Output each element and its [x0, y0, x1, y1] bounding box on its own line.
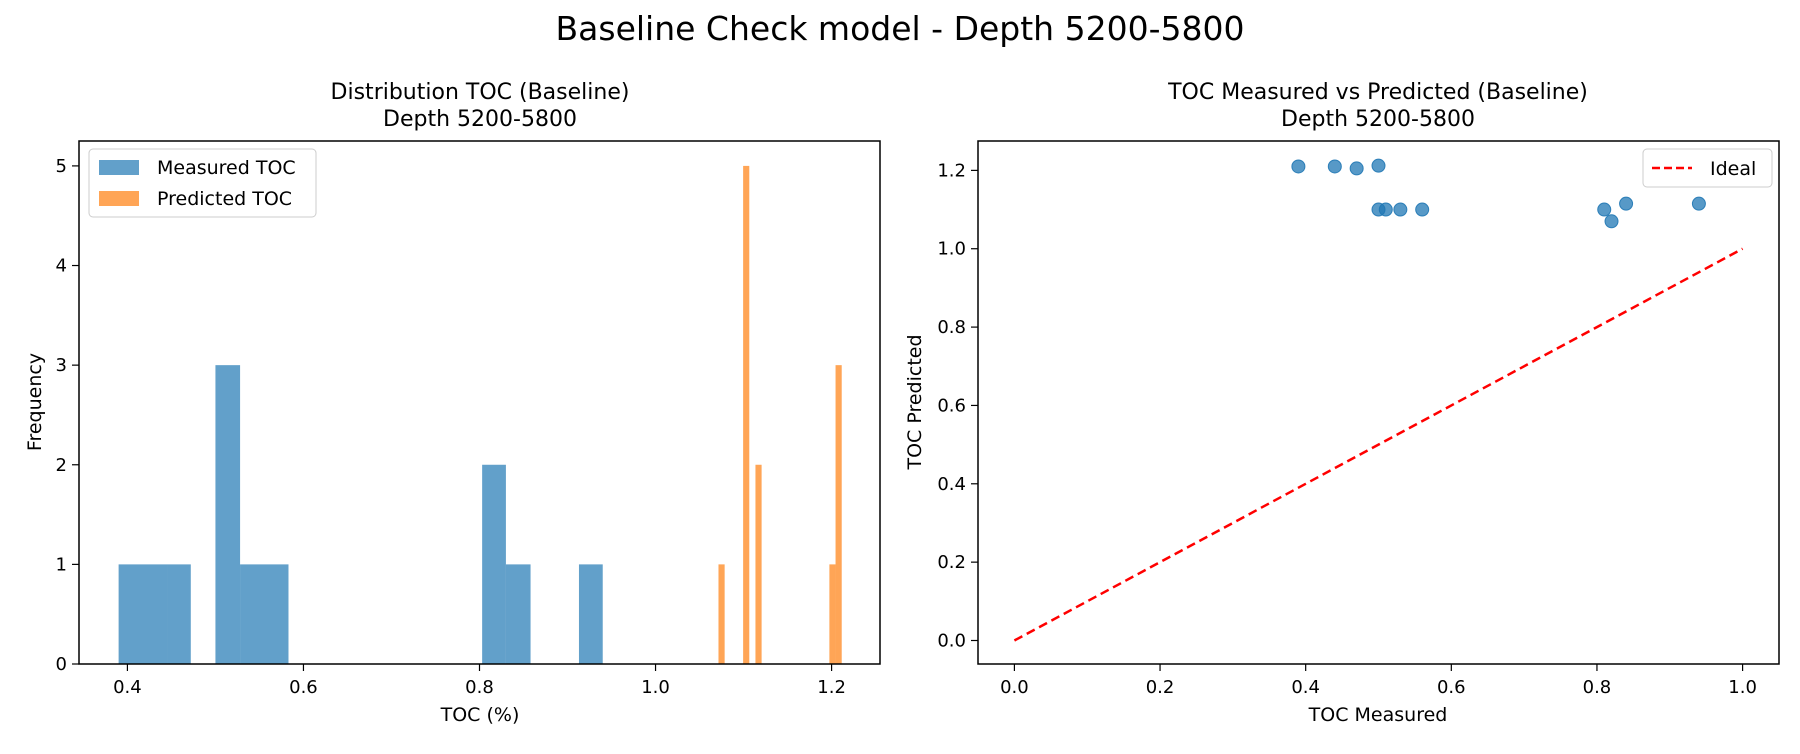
legend-label-ideal: Ideal: [1710, 158, 1756, 180]
histogram-y-tick-label: 5: [56, 156, 67, 177]
scatter-point: [1349, 161, 1364, 176]
histogram-bar-measured-toc: [482, 464, 506, 664]
histogram-bar-measured-toc: [118, 564, 168, 664]
histogram-bar-measured-toc: [215, 365, 241, 664]
scatter-x-tick-label: 0.6: [1437, 677, 1466, 698]
histogram-x-tick-label: 0.4: [113, 677, 142, 698]
legend-swatch-measured-toc: [99, 160, 139, 175]
histogram-bar-predicted-toc: [718, 564, 725, 664]
scatter-y-tick-label: 0.6: [937, 395, 966, 416]
scatter-y-tick-label: 0.0: [937, 630, 966, 651]
scatter-chart: TOC Measured vs Predicted (Baseline) Dep…: [904, 80, 1780, 726]
histogram-bar-measured-toc: [240, 564, 289, 664]
histogram-chart: Distribution TOC (Baseline) Depth 5200-5…: [24, 80, 881, 726]
scatter-x-axis-label: TOC Measured: [1308, 704, 1448, 726]
histogram-y-tick-label: 3: [56, 355, 67, 376]
histogram-x-tick-label: 1.0: [641, 677, 670, 698]
histogram-ticks: 0.4 0.6 0.8 1.0 1.2 0 1 2 3 4 5: [56, 156, 846, 698]
scatter-point: [1619, 196, 1634, 211]
figure-title: Baseline Check model - Depth 5200-5800: [556, 9, 1245, 48]
scatter-x-tick-label: 1.0: [1728, 677, 1757, 698]
scatter-y-tick-label: 1.0: [937, 239, 966, 260]
scatter-point: [1291, 159, 1306, 174]
histogram-title-line-1: Distribution TOC (Baseline): [331, 80, 630, 105]
scatter-y-axis-label: TOC Predicted: [904, 334, 926, 470]
histogram-legend: Measured TOC Predicted TOC: [88, 148, 317, 218]
scatter-y-tick-label: 1.2: [937, 160, 966, 181]
scatter-y-tick-label: 0.8: [937, 317, 966, 338]
scatter-point: [1378, 202, 1393, 217]
scatter-x-tick-label: 0.2: [1146, 677, 1175, 698]
histogram-bar-measured-toc: [505, 564, 531, 664]
histogram-x-axis-label: TOC (%): [440, 704, 520, 726]
scatter-points: [1291, 158, 1706, 229]
histogram-x-tick-label: 0.8: [465, 677, 494, 698]
histogram-bar-measured-toc: [578, 564, 603, 664]
histogram-y-tick-label: 1: [56, 554, 67, 575]
scatter-title-line-1: TOC Measured vs Predicted (Baseline): [1167, 80, 1588, 105]
histogram-axes-frame: [78, 140, 881, 665]
scatter-ideal-line: [1013, 247, 1744, 642]
histogram-y-tick-label: 4: [56, 256, 67, 277]
scatter-point: [1393, 202, 1408, 217]
scatter-legend: Ideal: [1642, 148, 1773, 188]
scatter-y-tick-label: 0.2: [937, 552, 966, 573]
scatter-legend-box: [1642, 148, 1773, 188]
scatter-ticks: 0.0 0.2 0.4 0.6 0.8 1.0 0.0 0.2 0.4 0.6 0.8 1.0 1.2: [937, 160, 1757, 698]
scatter-point: [1691, 196, 1706, 211]
histogram-bars: [118, 165, 842, 664]
scatter-point: [1597, 202, 1612, 217]
histogram-legend-box: [88, 148, 317, 218]
scatter-point: [1604, 214, 1619, 229]
scatter-point: [1327, 159, 1342, 174]
histogram-bar-predicted-toc: [743, 165, 750, 664]
histogram-bar-predicted-toc: [755, 464, 762, 664]
scatter-point: [1371, 158, 1386, 173]
histogram-bar-predicted-toc: [829, 564, 836, 664]
legend-label-measured-toc: Measured TOC: [157, 157, 296, 179]
scatter-ideal-line-layer: [1013, 247, 1744, 642]
legend-label-predicted-toc: Predicted TOC: [157, 188, 292, 210]
histogram-title-line-2: Depth 5200-5800: [383, 107, 577, 132]
scatter-axes-frame: [977, 140, 1780, 665]
legend-swatch-predicted-toc: [99, 191, 139, 206]
scatter-x-tick-label: 0.8: [1583, 677, 1612, 698]
histogram-y-tick-label: 2: [56, 455, 67, 476]
scatter-y-tick-label: 0.4: [937, 474, 966, 495]
scatter-title-line-2: Depth 5200-5800: [1281, 107, 1475, 132]
histogram-y-tick-label: 0: [56, 654, 67, 675]
scatter-x-tick-label: 0.0: [1000, 677, 1029, 698]
histogram-x-tick-label: 0.6: [289, 677, 318, 698]
histogram-x-tick-label: 1.2: [817, 677, 846, 698]
scatter-point: [1415, 202, 1430, 217]
histogram-bar-predicted-toc: [835, 365, 842, 664]
scatter-x-tick-label: 0.4: [1291, 677, 1320, 698]
histogram-bar-measured-toc: [167, 564, 191, 664]
histogram-y-axis-label: Frequency: [24, 353, 46, 451]
